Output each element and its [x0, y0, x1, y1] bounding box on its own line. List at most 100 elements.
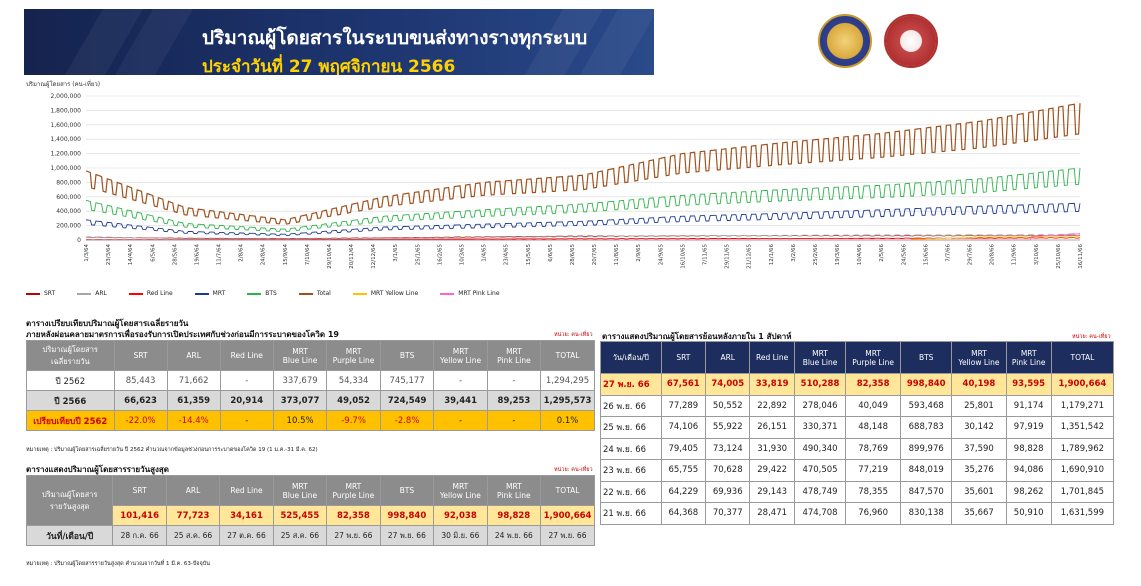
table-cell: 337,679 [272, 370, 328, 391]
x-tick-label: 15/6/66 [923, 244, 929, 266]
table-cell: 37,590 [951, 437, 1007, 460]
table-cell: 76,960 [845, 502, 902, 525]
table-header: MRT Yellow Line [951, 341, 1007, 374]
table-cell: 745,177 [379, 370, 435, 391]
table-cell: 1,351,542 [1050, 416, 1115, 439]
daily-table: วัน/เดือน/ปี SRT ARL Red Line MRT Blue Line MR… [600, 341, 1115, 525]
table-cell: -9.7% [326, 410, 381, 431]
table-cell: 65,755 [660, 459, 707, 482]
x-tick-label: 24/9/65 [658, 244, 664, 266]
x-tick-label: 29/10/64 [327, 244, 333, 269]
legend-item-mrt: MRT [194, 290, 225, 297]
max-date: 28 ก.ค. 66 [112, 525, 167, 546]
table-cell: 373,077 [272, 390, 328, 411]
table-cell: 26,151 [749, 416, 795, 439]
table-header: MRT Purple Line [326, 340, 381, 371]
x-tick-label: 29/7/66 [968, 244, 974, 266]
x-tick-label: 20/8/66 [990, 244, 996, 266]
y-tick-label: 200,000 [56, 223, 81, 230]
row-label: ปี 2562 [26, 370, 115, 391]
legend-item-srt: SRT [26, 290, 55, 297]
max-table-title: ตารางแสดงปริมาณผู้โดยสารรายวันสูงสุด [26, 465, 169, 474]
x-tick-label: 2/8/64 [239, 243, 245, 261]
table-cell: 77,289 [660, 394, 707, 417]
table-cell: 67,561 [660, 373, 707, 396]
table-header: MRT Purple Line [326, 475, 381, 506]
table-cell: 1,179,271 [1050, 394, 1115, 417]
legend-label: MRT Pink Line [458, 290, 500, 297]
table-cell: 74,005 [705, 373, 751, 396]
max-value: 98,828 [486, 505, 542, 526]
table-row: วันที่/เดือน/ปี 28 ก.ค. 66 25 ส.ค. 66 27 ต.… [25, 525, 595, 546]
table-cell: 64,368 [660, 502, 707, 525]
header-banner: ปริมาณผู้โดยสารในระบบขนส่งทางรางทุกระบบ … [24, 9, 654, 75]
table-cell: 22,892 [749, 394, 795, 417]
series-line-total [85, 103, 1081, 225]
legend-label: SRT [44, 290, 56, 297]
daily-table-unit: หน่วย: คน-เที่ยว [1072, 334, 1111, 340]
table-header: ARL [705, 341, 751, 374]
legend-swatch [26, 292, 40, 295]
table-cell: 82,358 [845, 373, 902, 396]
table-cell: 35,667 [951, 502, 1007, 525]
x-tick-label: 11/9/66 [1012, 244, 1018, 266]
legend-swatch [440, 292, 455, 295]
table-header: MRT Blue Line [793, 341, 847, 374]
x-tick-label: 7/11/65 [702, 244, 708, 266]
legend-swatch [77, 292, 92, 295]
legend-swatch [352, 292, 367, 295]
legend-label: MRT Yellow Line [370, 290, 419, 297]
x-tick-label: 23/3/64 [106, 244, 112, 266]
max-date: 24 พ.ย. 66 [486, 525, 542, 546]
table-row: 26 พ.ย. 66 77,289 50,552 22,892 278,046 40,04… [600, 394, 1115, 417]
table-header: ARL [165, 475, 221, 506]
table-cell: 78,355 [845, 480, 902, 503]
row-date: 25 พ.ย. 66 [600, 416, 662, 439]
page-subtitle: ประจำวันที่ 27 พฤศจิกายน 2566 [202, 57, 456, 75]
table-cell: 35,601 [951, 480, 1007, 503]
x-tick-label: 24/5/66 [901, 244, 907, 266]
table-cell: 64,229 [660, 480, 707, 503]
table-cell: 330,371 [793, 416, 847, 439]
x-tick-label: 21/12/65 [747, 244, 753, 269]
max-date: 27 พ.ย. 66 [326, 525, 381, 546]
y-tick-label: 2,000,000 [50, 93, 81, 100]
y-tick-label: 1,200,000 [50, 151, 81, 158]
max-value: 82,358 [326, 505, 381, 526]
table-cell: 10.5% [272, 410, 328, 431]
y-tick-label: 600,000 [56, 194, 81, 201]
y-tick-label: 0 [77, 237, 81, 244]
table-header: Red Line [749, 341, 795, 374]
ministry-logo [818, 14, 872, 68]
table-row: 24 พ.ย. 66 79,405 73,124 31,930 490,340 78,76… [600, 437, 1115, 460]
table-cell: 1,631,599 [1050, 502, 1115, 525]
chart-legend: SRT ARL Red Line MRT BTS Total MRT Yellow Line… [26, 290, 522, 297]
table-cell: - [486, 370, 542, 391]
max-value: 34,161 [219, 505, 274, 526]
table-header: วัน/เดือน/ปี [600, 341, 662, 374]
max-value: 101,416 [112, 505, 167, 526]
table-cell: 510,288 [793, 373, 847, 396]
table-cell: 66,623 [113, 390, 168, 411]
x-tick-label: 20/7/65 [592, 244, 598, 266]
table-cell: 30,142 [951, 416, 1007, 439]
row-date: 21 พ.ย. 66 [600, 502, 662, 525]
legend-item-red-line: Red Line [128, 290, 173, 297]
avg-table: ปริมาณผู้โดยสาร เฉลี่ยรายวัน SRT ARL Red Lin… [26, 340, 595, 431]
table-cell: 48,148 [845, 416, 902, 439]
max-value: 998,840 [379, 505, 435, 526]
table-cell: 848,019 [900, 459, 953, 482]
table-header: TOTAL [540, 475, 595, 506]
max-date: 25 ส.ค. 66 [165, 525, 221, 546]
table-header: MRT Yellow Line [433, 475, 488, 506]
table-header: ARL [166, 340, 221, 371]
table-row: ปี 2562 85,443 71,662-337,679 54,334 745,177… [26, 370, 595, 391]
x-tick-label: 10/3/65 [460, 244, 466, 266]
x-tick-label: 6/5/64 [150, 243, 156, 261]
x-tick-label: 24/8/64 [261, 244, 267, 266]
table-cell: 97,919 [1005, 416, 1052, 439]
y-tick-label: 1,000,000 [50, 165, 81, 172]
table-cell: 0.1% [540, 410, 595, 431]
table-header: SRT [112, 475, 167, 506]
table-header: BTS [900, 341, 953, 374]
